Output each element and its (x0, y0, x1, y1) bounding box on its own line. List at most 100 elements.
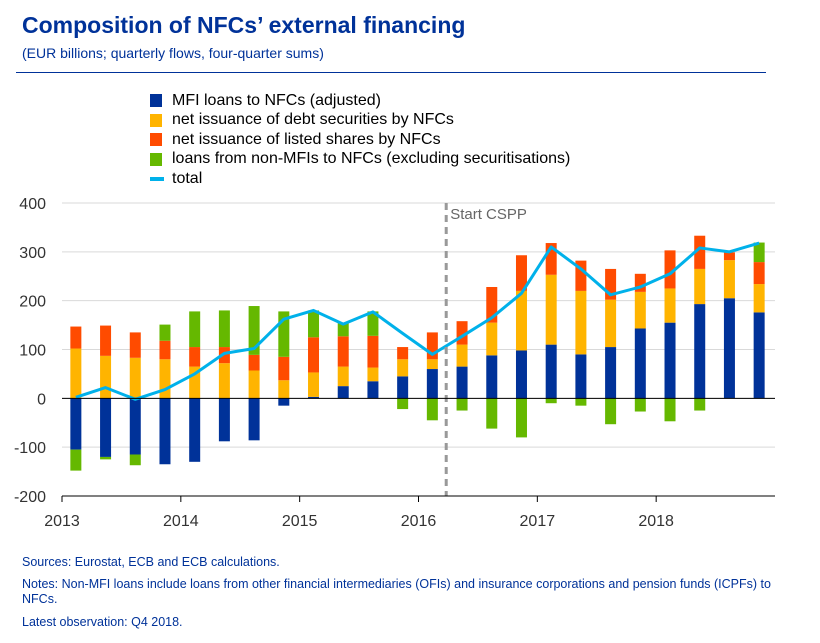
bar-segment (753, 284, 765, 313)
bar-segment (753, 262, 765, 285)
bar-segment (486, 355, 498, 399)
bar-segment (456, 344, 468, 367)
legend-item-non-mfi-loans: loans from non-MFIs to NFCs (excluding s… (150, 150, 570, 170)
y-tick-label: 400 (19, 196, 46, 213)
bar-segment (664, 288, 676, 323)
cspp-annotation: Start CSPP (450, 206, 527, 223)
bar-segment (308, 372, 320, 397)
bar-segment (248, 370, 260, 399)
bar-segment (575, 260, 587, 291)
legend-swatch (150, 113, 162, 127)
bar-segment (426, 398, 438, 421)
chart-subtitle: (EUR billions; quarterly flows, four-qua… (22, 45, 324, 61)
bar-segment (456, 321, 468, 345)
bar-segment (694, 304, 706, 399)
bar-segment (456, 398, 468, 411)
y-tick-label: 300 (19, 245, 46, 262)
bar-segment (426, 369, 438, 399)
bar-segment (634, 328, 646, 399)
bar-segment (753, 242, 765, 263)
legend-label: total (172, 169, 203, 187)
bar-segment (664, 398, 676, 422)
bar-segment (486, 398, 498, 429)
bar-segment (337, 386, 349, 399)
bar-segment (456, 366, 468, 399)
x-tick-label: 2017 (520, 513, 556, 530)
bar-segment (218, 310, 230, 348)
bar-segment (694, 268, 706, 305)
bar-segment (545, 398, 557, 404)
bar-segment (723, 252, 735, 261)
bar-segment (129, 357, 141, 399)
x-tick-label: 2015 (282, 513, 318, 530)
legend-label: net issuance of debt securities by NFCs (172, 111, 454, 129)
x-tick-label: 2016 (401, 513, 437, 530)
bar-segment (278, 356, 290, 381)
bar-segment (723, 298, 735, 399)
legend-item-mfi-loans: MFI loans to NFCs (adjusted) (150, 91, 570, 111)
bar-segment (545, 344, 557, 399)
bar-segment (189, 347, 201, 367)
bar-segment (70, 348, 82, 399)
bar-segment (278, 398, 290, 406)
legend-item-debt-securities: net issuance of debt securities by NFCs (150, 111, 570, 131)
y-tick-label: 200 (19, 294, 46, 311)
bar-segment (753, 312, 765, 399)
bar-segment (515, 398, 527, 438)
bar-segment (308, 310, 320, 338)
x-tick-label: 2014 (163, 513, 199, 530)
bar-segment (129, 398, 141, 455)
bar-segment (70, 398, 82, 450)
bar-segment (218, 363, 230, 399)
bar-segment (189, 366, 201, 399)
legend-label: loans from non-MFIs to NFCs (excluding s… (172, 150, 571, 168)
legend-swatch (150, 152, 162, 166)
bar-segment (278, 380, 290, 399)
bar-segment (605, 299, 617, 348)
legend-label: MFI loans to NFCs (adjusted) (172, 91, 381, 109)
bar-segment (70, 326, 82, 349)
bar-segment (426, 359, 438, 370)
bar-segment (634, 398, 646, 412)
total-line (75, 241, 760, 401)
bar-segment (634, 291, 646, 329)
x-tick-label: 2018 (638, 513, 674, 530)
bar-segment (486, 286, 498, 323)
bar-segment (634, 273, 646, 292)
bar-segment (278, 311, 290, 357)
bar-segment (664, 250, 676, 289)
bar-segment (575, 398, 587, 406)
bar-segment (367, 381, 379, 399)
bar-segment (426, 332, 438, 360)
bar-segment (367, 311, 379, 336)
x-tick-label: 2013 (44, 513, 80, 530)
bar-segment (189, 311, 201, 348)
sources-note: Sources: Eurostat, ECB and ECB calculati… (22, 555, 280, 569)
chart-legend: MFI loans to NFCs (adjusted) net issuanc… (150, 91, 570, 189)
bar-segment (397, 359, 409, 377)
bar-segment (575, 290, 587, 355)
bar-segment (575, 354, 587, 399)
bar-segment (605, 347, 617, 399)
bar-segment (486, 322, 498, 356)
legend-item-listed-shares: net issuance of listed shares by NFCs (150, 130, 570, 150)
bar-segment (337, 336, 349, 367)
latest-observation: Latest observation: Q4 2018. (22, 615, 183, 629)
bar-segment (694, 235, 706, 269)
legend-label: net issuance of listed shares by NFCs (172, 130, 441, 148)
bar-segment (100, 456, 112, 460)
bar-segment (515, 255, 527, 291)
bar-segment (189, 398, 201, 462)
bar-segment (308, 337, 320, 373)
bar-segment (70, 449, 82, 471)
bar-segment (397, 376, 409, 399)
bar-segment (248, 306, 260, 355)
y-tick-label: 100 (19, 343, 46, 360)
legend-line-swatch (150, 176, 164, 181)
bar-segment (397, 398, 409, 410)
legend-swatch (150, 94, 162, 108)
bar-segment (694, 398, 706, 411)
bar-segment (129, 332, 141, 358)
bar-segment (337, 366, 349, 387)
